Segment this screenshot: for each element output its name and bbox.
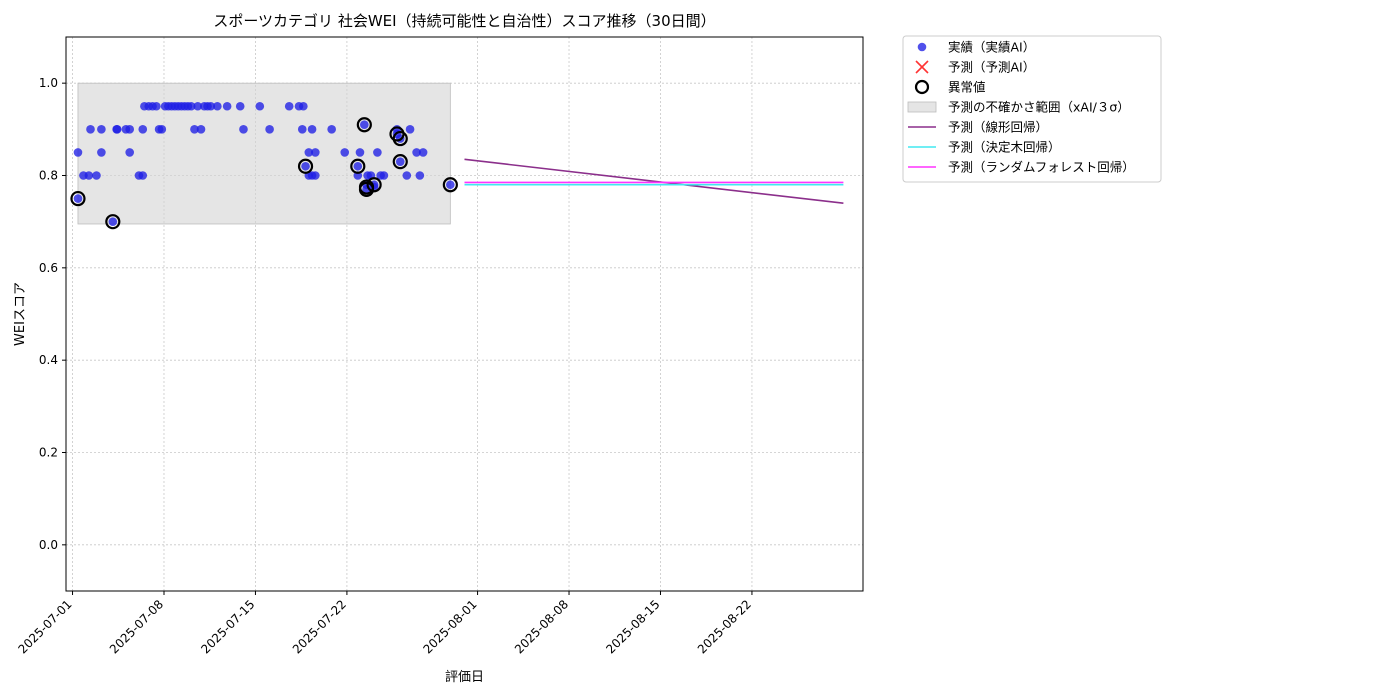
data-point — [92, 171, 101, 180]
data-point — [97, 148, 106, 157]
data-point — [301, 161, 310, 171]
data-point — [284, 101, 294, 111]
data-point — [379, 171, 389, 180]
data-point — [125, 125, 134, 134]
data-point — [395, 157, 405, 166]
x-tick-label: 2025-08-15 — [603, 597, 662, 656]
data-point — [73, 194, 83, 203]
anomaly-marker — [70, 190, 86, 207]
data-point — [125, 148, 134, 157]
anomaly-marker — [350, 158, 366, 174]
legend-label: 実績（実績AI） — [948, 40, 1035, 55]
y-tick-label: 0.8 — [39, 169, 58, 183]
x-tick-label: 2025-07-08 — [107, 597, 166, 656]
legend-swatch-actual — [917, 42, 927, 52]
anomaly-marker — [356, 117, 372, 133]
data-point — [412, 148, 421, 157]
y-tick-label: 0.4 — [39, 353, 58, 367]
y-tick-label: 1.0 — [39, 76, 58, 90]
chart-title: スポーツカテゴリ 社会WEI（持続可能性と自治性）スコア推移（30日間） — [213, 12, 715, 30]
data-point — [311, 171, 320, 180]
x-tick-label: 2025-08-22 — [695, 597, 754, 656]
data-point — [299, 101, 308, 111]
legend-label: 予測（決定木回帰） — [948, 140, 1061, 155]
data-point — [157, 125, 167, 134]
x-tick-label: 2025-08-01 — [420, 597, 479, 656]
data-point — [265, 125, 274, 134]
data-point — [222, 101, 232, 111]
data-point — [340, 148, 350, 157]
anomaly-markers — [70, 117, 458, 230]
linear-regression-line — [464, 158, 844, 204]
x-tick-label: 2025-07-15 — [198, 597, 257, 656]
data-point — [213, 101, 222, 111]
data-point — [415, 171, 425, 180]
anomaly-marker — [358, 181, 375, 197]
data-point — [446, 180, 455, 190]
data-point — [239, 125, 248, 134]
plot-frame — [65, 36, 864, 592]
forecast-lines — [464, 158, 844, 204]
data-point — [73, 148, 83, 157]
data-point — [108, 217, 118, 226]
uncertainty-band-rect — [77, 82, 451, 225]
legend-label: 予測（予測AI） — [948, 60, 1035, 75]
data-point — [193, 101, 203, 111]
data-point — [196, 125, 206, 134]
x-tick-label: 2025-07-22 — [290, 597, 349, 656]
y-tick-label: 0.6 — [39, 261, 58, 275]
data-point — [307, 125, 317, 134]
data-point — [355, 148, 365, 157]
data-point — [402, 171, 412, 180]
legend-label: 予測（線形回帰） — [948, 120, 1048, 135]
uncertainty-band — [77, 82, 451, 225]
data-point — [112, 125, 122, 134]
anomaly-marker — [392, 130, 408, 147]
data-point — [373, 148, 382, 157]
legend-swatch-predicted — [915, 60, 929, 74]
data-point — [297, 125, 307, 134]
legend-label: 予測の不確かさ範囲（xAI/３σ） — [948, 100, 1130, 115]
anomaly-marker — [105, 214, 121, 230]
data-point — [86, 125, 95, 134]
data-point — [190, 125, 199, 134]
data-point — [206, 101, 216, 111]
data-point — [327, 125, 336, 134]
anomaly-marker — [442, 177, 458, 193]
x-axis-label: 評価日 — [445, 670, 484, 685]
y-tick-label: 0.2 — [39, 446, 58, 460]
legend-label: 異常値 — [948, 80, 986, 95]
anomaly-marker — [297, 158, 314, 174]
legend-swatch-band — [907, 101, 937, 113]
data-point — [311, 148, 320, 157]
anomaly-marker — [366, 177, 382, 193]
data-point — [97, 125, 106, 134]
data-point — [360, 120, 369, 130]
data-points — [73, 101, 455, 226]
legend-swatch-anomaly — [914, 79, 930, 95]
data-point — [138, 125, 148, 134]
data-point — [304, 148, 314, 157]
data-point — [405, 125, 415, 134]
x-tick-label: 2025-08-08 — [512, 597, 571, 656]
data-point — [255, 101, 265, 111]
data-point — [84, 171, 94, 180]
y-tick-label: 0.0 — [39, 538, 58, 552]
data-point — [152, 101, 161, 111]
anomaly-marker — [392, 154, 408, 170]
legend-label: 予測（ランダムフォレスト回帰） — [948, 160, 1135, 175]
x-tick-label: 2025-07-01 — [15, 597, 74, 656]
data-point — [138, 171, 148, 180]
data-point — [418, 148, 428, 157]
y-axis-label: WEIスコア — [13, 282, 28, 346]
data-point — [235, 101, 245, 111]
legend-box — [902, 35, 1162, 183]
data-point — [353, 161, 363, 171]
data-point — [186, 101, 196, 111]
